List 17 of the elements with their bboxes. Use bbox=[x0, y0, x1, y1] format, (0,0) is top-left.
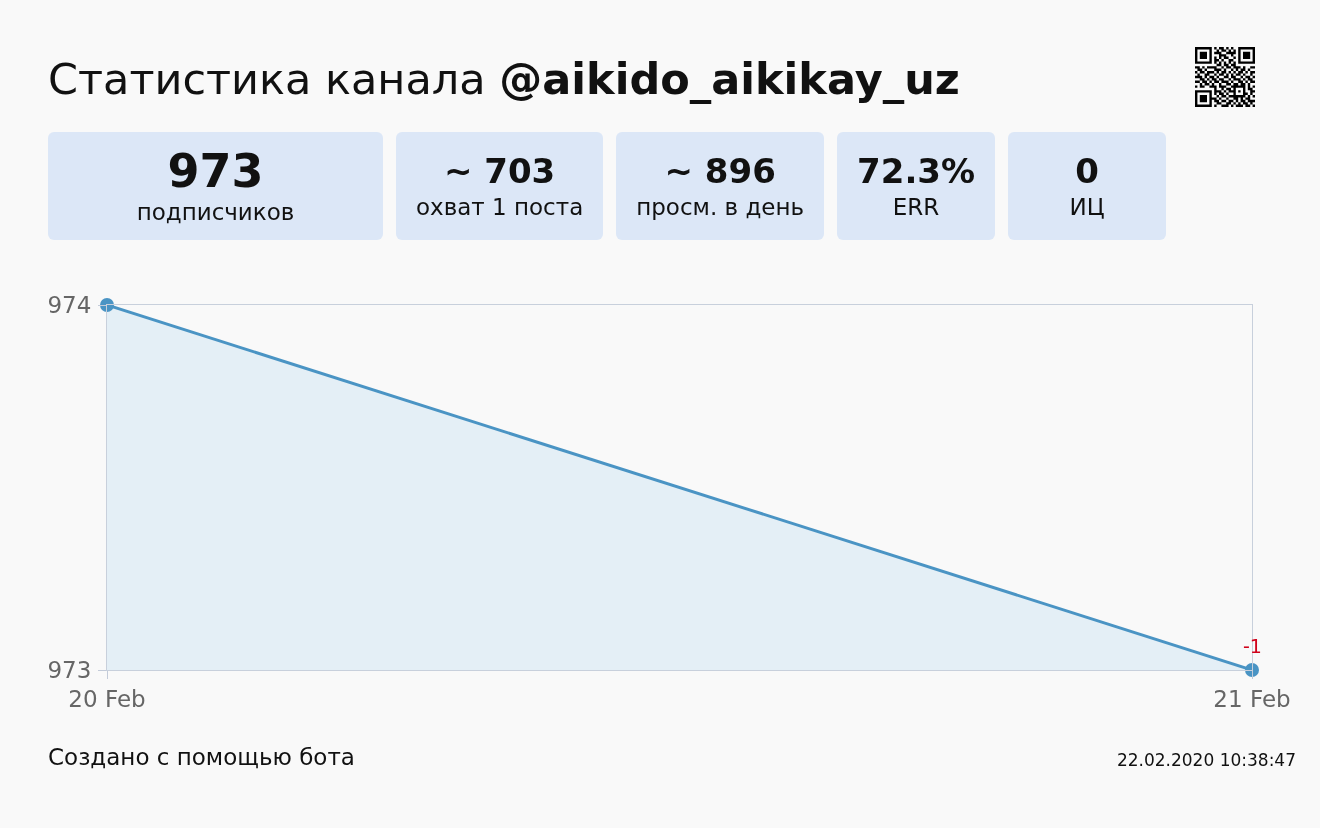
category-label: охват 1 поста bbox=[416, 193, 584, 221]
category-label: ИЦ bbox=[1069, 193, 1105, 221]
category-label: подписчиков bbox=[136, 198, 295, 226]
text: 72.3% bbox=[857, 151, 976, 191]
x-tick-label: 20 Feb bbox=[68, 685, 146, 712]
text: Статистика канала @aikido_aikikay_uz bbox=[48, 53, 960, 106]
annotation: -1 bbox=[1243, 635, 1262, 657]
category-label: ERR bbox=[892, 193, 940, 221]
text: ~ 703 bbox=[443, 151, 556, 191]
text: 22.02.2020 10:38:47 bbox=[1116, 750, 1296, 770]
text: Создано с помощью бота bbox=[48, 744, 355, 770]
category-label: просм. в день bbox=[636, 193, 805, 221]
y-tick-label: 974 bbox=[47, 292, 92, 319]
text: 973 bbox=[167, 144, 264, 198]
text: 0 bbox=[1075, 151, 1099, 191]
x-tick-label: 21 Feb bbox=[1213, 685, 1291, 712]
text: ~ 896 bbox=[664, 151, 776, 191]
